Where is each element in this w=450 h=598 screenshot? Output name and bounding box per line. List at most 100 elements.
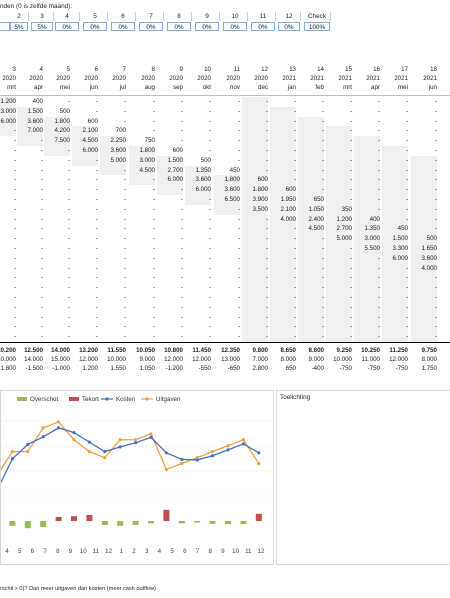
grid-cell[interactable]: - [67,205,70,213]
grid-cell[interactable]: - [40,303,43,311]
grid-cell[interactable]: - [354,155,380,166]
offset-value-cell[interactable]: 0% [139,22,163,31]
grid-cell[interactable]: - [242,293,268,303]
grid-cell[interactable]: - [270,175,296,186]
grid-cell[interactable]: - [321,98,324,105]
grid-cell[interactable]: - [242,214,268,225]
grid-cell[interactable]: - [242,136,268,146]
grid-cell[interactable]: - [40,205,43,213]
grid-cell[interactable]: - [0,126,16,137]
grid-cell[interactable]: - [95,303,98,311]
grid-cell[interactable]: - [67,98,70,105]
grid-cell[interactable]: - [411,302,437,313]
grid-cell[interactable]: - [354,302,380,313]
grid-cell[interactable]: - [180,137,183,145]
grid-cell[interactable]: 2.700 [326,224,352,235]
grid-cell[interactable]: 3.600 [411,253,437,264]
grid-cell[interactable]: 1.050 [298,204,324,215]
total-cell[interactable]: 8.000 [280,356,296,363]
grid-cell[interactable]: - [67,176,70,184]
grid-cell[interactable]: - [242,273,268,284]
total-cell[interactable]: -750 [395,365,408,372]
grid-cell[interactable]: - [298,283,324,293]
total-cell[interactable]: 14.000 [51,347,70,354]
grid-cell[interactable]: - [180,235,183,243]
grid-cell[interactable]: - [180,284,183,292]
grid-cell[interactable]: - [326,263,352,274]
grid-cell[interactable]: 2.400 [298,214,324,225]
total-cell[interactable]: 10.000 [333,356,352,363]
grid-cell[interactable]: - [298,293,324,303]
grid-cell[interactable]: - [95,235,98,243]
grid-cell[interactable]: - [237,274,240,282]
grid-cell[interactable]: - [242,312,268,323]
grid-cell[interactable]: - [270,155,296,166]
grid-cell[interactable]: 5.000 [326,234,352,244]
grid-cell[interactable]: 4.500 [72,136,98,146]
grid-cell[interactable]: - [180,313,183,321]
total-cell[interactable]: 9.000 [308,356,324,363]
grid-cell[interactable]: 7.000 [17,126,43,137]
total-cell[interactable]: -1.800 [0,365,16,372]
grid-cell[interactable]: - [180,98,183,105]
grid-cell[interactable]: - [208,225,211,233]
grid-cell[interactable]: 3.000 [0,106,16,117]
grid-cell[interactable]: - [152,294,155,301]
grid-cell[interactable]: - [382,293,408,303]
grid-cell[interactable]: - [13,147,16,154]
grid-cell[interactable]: 6.500 [214,195,240,205]
total-cell[interactable]: 1.200 [82,365,98,372]
grid-cell[interactable]: - [354,312,380,323]
grid-cell[interactable]: - [40,225,43,233]
grid-cell[interactable]: 1.350 [185,165,211,176]
grid-cell[interactable]: - [237,107,240,115]
total-cell[interactable]: 12.000 [389,356,408,363]
grid-cell[interactable]: - [208,274,211,282]
grid-cell[interactable]: - [180,215,183,223]
offset-value-cell[interactable]: 100% [304,22,330,31]
grid-cell[interactable]: - [326,332,352,342]
grid-cell[interactable]: - [129,175,155,186]
grid-cell[interactable]: - [123,98,126,105]
grid-cell[interactable]: 600 [242,175,268,186]
grid-cell[interactable]: - [326,312,352,323]
grid-cell[interactable]: - [382,332,408,342]
grid-cell[interactable]: - [13,186,16,194]
grid-cell[interactable]: - [354,185,380,195]
grid-cell[interactable]: - [123,245,126,252]
grid-cell[interactable]: - [411,322,437,333]
grid-cell[interactable]: - [214,204,240,215]
grid-cell[interactable]: - [349,117,352,125]
grid-cell[interactable]: - [95,166,98,174]
grid-cell[interactable]: - [95,313,98,321]
offset-value-cell[interactable]: 5% [10,22,28,31]
grid-cell[interactable]: - [95,196,98,203]
grid-cell[interactable]: - [411,273,437,284]
grid-cell[interactable]: - [208,215,211,223]
grid-cell[interactable]: - [242,155,268,166]
grid-cell[interactable]: - [411,283,437,293]
grid-cell[interactable]: - [411,155,437,166]
grid-cell[interactable]: 1.350 [354,224,380,235]
total-cell[interactable]: 13.200 [79,347,98,354]
grid-cell[interactable]: - [237,294,240,301]
grid-cell[interactable]: - [13,196,16,203]
grid-cell[interactable]: - [180,294,183,301]
grid-cell[interactable]: - [382,185,408,195]
grid-cell[interactable]: - [123,117,126,125]
grid-cell[interactable]: - [208,147,211,154]
grid-cell[interactable]: - [349,98,352,105]
total-cell[interactable]: 10.800 [164,347,183,354]
total-cell[interactable]: 12.350 [221,347,240,354]
grid-cell[interactable]: - [326,302,352,313]
total-cell[interactable]: 12.000 [164,356,183,363]
grid-cell[interactable]: - [40,245,43,252]
grid-cell[interactable]: - [123,205,126,213]
grid-cell[interactable]: - [326,293,352,303]
grid-cell[interactable]: 1.500 [157,155,183,166]
grid-cell[interactable]: - [180,274,183,282]
grid-cell[interactable]: - [123,323,126,331]
grid-cell[interactable]: - [40,323,43,331]
grid-cell[interactable]: - [242,106,268,117]
grid-cell[interactable]: - [270,312,296,323]
